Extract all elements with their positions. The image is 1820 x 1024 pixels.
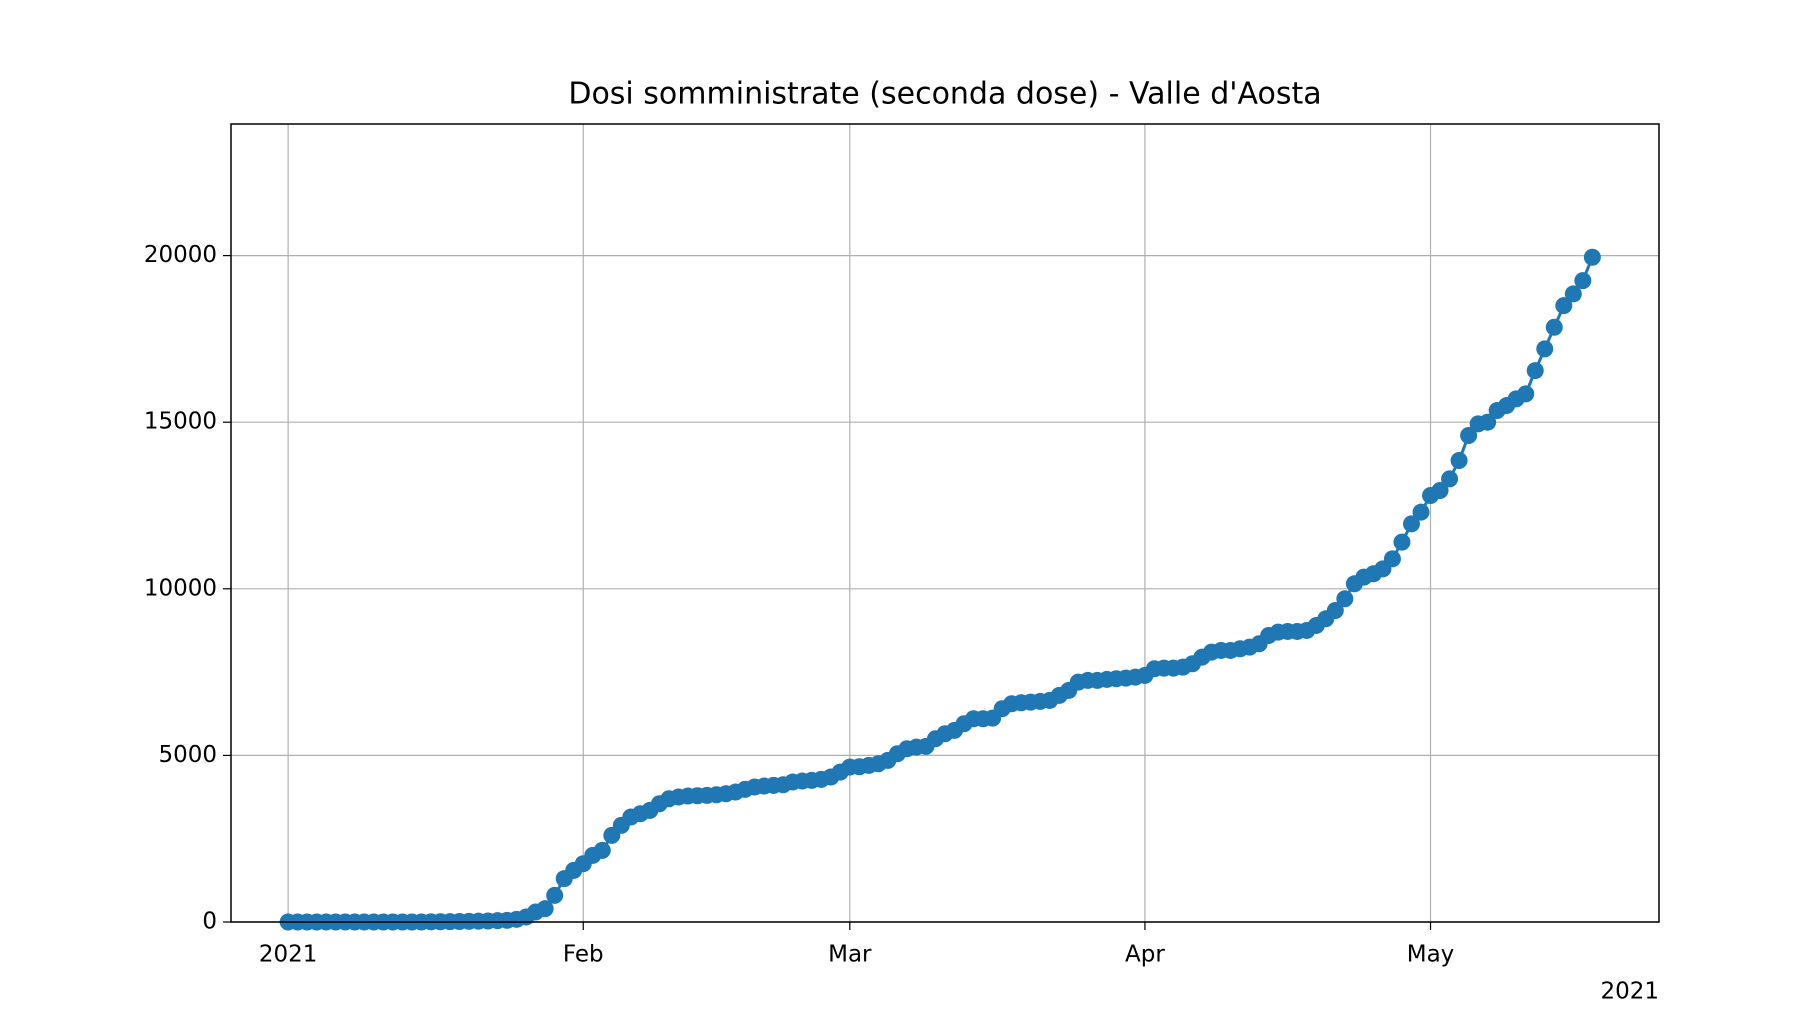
data-point [1526,362,1544,380]
x-tick-label: May [1407,942,1455,968]
data-point [1326,601,1344,619]
data-point [1441,470,1459,488]
y-tick-label: 5000 [158,742,217,768]
plot-frame [230,123,1660,923]
x-tick-label: 2021 [259,942,318,968]
data-point [1555,297,1573,315]
x-offset-label: 2021 [1600,979,1659,1005]
data-point [593,841,611,859]
data-point [1412,503,1430,521]
chart-title: Dosi somministrate (seconda dose) - Vall… [568,77,1321,112]
x-tick-label: Feb [563,942,604,968]
y-tick-label: 10000 [144,575,217,601]
x-tick-label: Apr [1125,942,1165,968]
data-point [1460,427,1478,445]
data-point [1402,515,1420,533]
data-point [1479,413,1497,431]
data-point [1564,285,1582,303]
y-tick-label: 0 [202,909,217,935]
data-point [1336,590,1354,608]
x-tick-label: Mar [828,942,872,968]
data-point [546,886,564,904]
data-point [1545,318,1563,336]
data-point [1583,248,1601,266]
data-point [536,900,554,918]
data-point [1431,482,1449,500]
data-point [1383,550,1401,568]
data-point [1517,385,1535,403]
y-tick-label: 20000 [144,242,217,268]
data-point [1536,340,1554,358]
data-point [1574,272,1592,290]
y-tick-label: 15000 [144,409,217,435]
data-point [1393,533,1411,551]
data-point [1450,452,1468,470]
